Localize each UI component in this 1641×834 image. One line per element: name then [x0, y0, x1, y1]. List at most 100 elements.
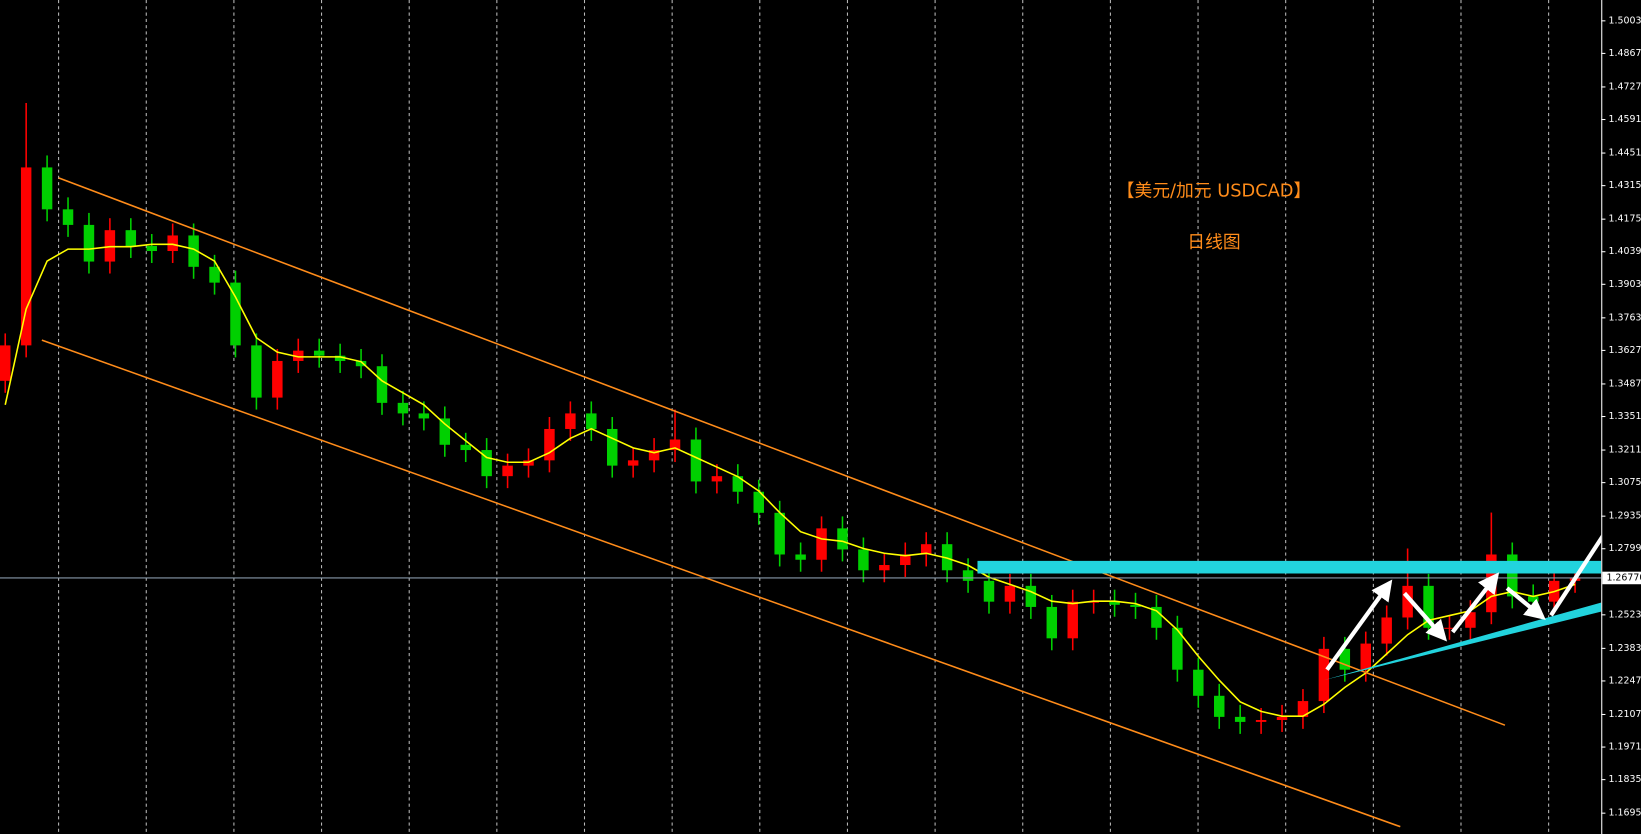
- candle-body: [627, 460, 639, 466]
- y-tick-label: 1.40390: [1609, 246, 1641, 257]
- y-tick-label: 1.30750: [1609, 477, 1641, 488]
- candle-body: [565, 413, 576, 429]
- candle-body: [0, 345, 11, 381]
- grid: [58, 0, 1550, 834]
- candle-body: [397, 402, 409, 414]
- candle-body: [1255, 719, 1267, 722]
- candle-body: [167, 235, 178, 252]
- y-tick-label: 1.44510: [1609, 148, 1641, 159]
- candle-body: [20, 167, 32, 346]
- current-price-label: 1.26770: [1606, 572, 1641, 583]
- y-tick-label: 1.23830: [1609, 643, 1641, 654]
- candle-body: [209, 266, 220, 283]
- y-tick-label: 1.19710: [1609, 742, 1641, 753]
- candle-body: [711, 476, 723, 482]
- candle-body: [376, 366, 388, 403]
- price-axis: [1601, 0, 1641, 834]
- y-tick-label: 1.22470: [1609, 675, 1641, 686]
- candle-body: [690, 439, 702, 482]
- candle-body: [1088, 601, 1099, 603]
- y-tick-label: 1.43150: [1609, 180, 1641, 191]
- candle-body: [1130, 604, 1141, 607]
- candle-body: [837, 528, 848, 550]
- candle-body: [1214, 695, 1225, 717]
- y-tick-label: 1.48670: [1609, 48, 1641, 59]
- y-tick-label: 1.27990: [1609, 543, 1641, 554]
- y-tick-label: 1.41750: [1609, 214, 1641, 225]
- y-tick-label: 1.18350: [1609, 774, 1641, 785]
- candle-body: [983, 580, 995, 602]
- candle-body: [439, 418, 451, 445]
- candles: [0, 102, 1602, 734]
- arrow: [1450, 572, 1500, 634]
- candle-body: [1339, 648, 1351, 670]
- arrow: [1505, 586, 1546, 621]
- candle-body: [41, 167, 53, 210]
- y-tick-label: 1.47270: [1609, 81, 1641, 92]
- candle-body: [334, 355, 346, 361]
- candle-body: [1444, 627, 1455, 629]
- candle-body: [104, 230, 116, 262]
- candle-body: [1465, 612, 1476, 628]
- candle-body: [481, 450, 492, 477]
- candle-body: [1193, 669, 1204, 696]
- candle-body: [858, 549, 869, 571]
- candle-body: [62, 209, 74, 225]
- candle-body: [732, 476, 744, 492]
- candle-body: [795, 554, 806, 560]
- candle-body: [753, 491, 764, 513]
- candle-body: [272, 360, 283, 398]
- candle-body: [920, 544, 932, 555]
- candle-body: [1172, 627, 1183, 670]
- candle-body: [1276, 716, 1288, 720]
- chart-subtitle: 日线图: [1187, 232, 1240, 253]
- candle-body: [313, 350, 325, 356]
- y-tick-label: 1.45910: [1609, 114, 1641, 125]
- y-tick-label: 1.32110: [1609, 445, 1641, 456]
- candle-body: [1046, 606, 1058, 639]
- candle-body: [502, 465, 513, 477]
- candle-body: [293, 350, 304, 361]
- candle-body: [1004, 585, 1016, 602]
- candle-body: [230, 282, 241, 346]
- annotations: [41, 177, 1628, 828]
- candle-body: [1151, 606, 1162, 628]
- candle-body: [146, 245, 157, 252]
- candle-body: [1109, 601, 1120, 605]
- y-tick-label: 1.50030: [1609, 15, 1641, 26]
- y-tick-label: 1.36270: [1609, 345, 1641, 356]
- candle-body: [1507, 554, 1518, 597]
- candle-body: [1025, 585, 1037, 607]
- candle-body: [1402, 585, 1413, 618]
- y-tick-label: 1.25230: [1609, 609, 1641, 620]
- candle-body: [1381, 617, 1392, 644]
- candle-body: [941, 544, 953, 571]
- arrow: [1325, 579, 1393, 671]
- candle-body: [544, 428, 555, 461]
- chart-title: 【美元/加元 USDCAD】: [1117, 180, 1312, 201]
- candle-body: [774, 512, 785, 555]
- candle-body: [83, 224, 95, 262]
- candle-body: [125, 230, 137, 246]
- price-ticks: 1.50030 1.48670 1.47270 1.45910 1.44510 1.431…: [1601, 15, 1641, 819]
- y-tick-label: 1.39030: [1609, 279, 1641, 290]
- candle-body: [1297, 701, 1309, 717]
- y-tick-label: 1.33510: [1609, 411, 1641, 422]
- candle-body: [962, 570, 974, 581]
- y-tick-label: 1.16950: [1609, 808, 1641, 819]
- candle-body: [669, 439, 681, 451]
- arrow: [1402, 591, 1448, 642]
- channel-upper: [58, 177, 1506, 726]
- candle-body: [1360, 643, 1371, 670]
- y-tick-label: 1.29350: [1609, 511, 1641, 522]
- candle-body: [418, 413, 430, 419]
- candle-body: [900, 554, 911, 566]
- candle-body: [1234, 716, 1246, 722]
- y-tick-label: 1.34870: [1609, 378, 1641, 389]
- candle-body: [607, 428, 618, 466]
- candle-body: [586, 413, 597, 429]
- candle-body: [188, 235, 199, 267]
- candle-body: [460, 444, 471, 451]
